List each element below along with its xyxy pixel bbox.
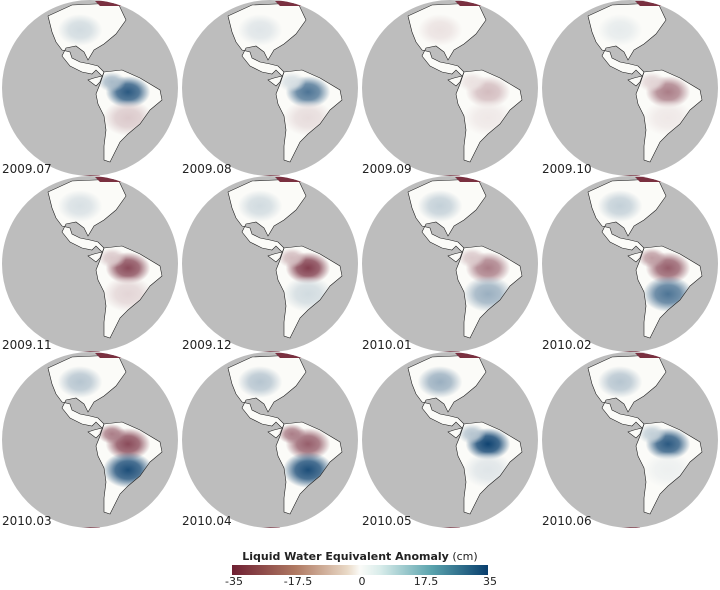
- anomaly-na_central: [57, 366, 103, 398]
- globe-ocean: [542, 352, 718, 528]
- legend-unit: (cm): [452, 550, 478, 563]
- anomaly-nw_sa: [458, 72, 486, 92]
- north-america-coastline: [47, 2, 127, 87]
- south-america-coastline: [95, 69, 163, 163]
- anomaly-nw_sa: [278, 424, 306, 444]
- map-panel: 2009.07: [0, 0, 180, 178]
- anomaly-nw_sa: [278, 248, 306, 268]
- anomaly-na_central: [57, 14, 103, 46]
- panel-date-label: 2010.06: [542, 514, 592, 528]
- south-america-coastline: [275, 421, 343, 515]
- anomaly-nw_sa: [98, 248, 126, 268]
- map-panel: 2010.02: [540, 176, 720, 354]
- map-panel: 2009.08: [180, 0, 360, 178]
- anomaly-nw_sa: [98, 424, 126, 444]
- anomaly-nw_sa: [638, 248, 666, 268]
- globe-ocean: [2, 352, 178, 528]
- anomaly-na_central: [237, 190, 283, 222]
- globe-ocean: [542, 0, 718, 176]
- south-america-coastline: [455, 245, 523, 339]
- panel-date-label: 2009.12: [182, 338, 232, 352]
- legend-title-text: Liquid Water Equivalent Anomaly: [242, 550, 449, 563]
- anomaly-na_central: [417, 14, 463, 46]
- anomaly-na_central: [237, 366, 283, 398]
- anomaly-na_central: [597, 366, 643, 398]
- map-panel: 2010.01: [360, 176, 540, 354]
- north-america-coastline: [227, 178, 307, 263]
- south-america-coastline: [635, 421, 703, 515]
- map-panel: 2010.05: [360, 352, 540, 530]
- north-america-coastline: [47, 354, 127, 439]
- panel-date-label: 2010.05: [362, 514, 412, 528]
- south-america-coastline: [635, 69, 703, 163]
- map-panel: 2009.12: [180, 176, 360, 354]
- panel-date-label: 2009.08: [182, 162, 232, 176]
- anomaly-na_central: [597, 14, 643, 46]
- panel-date-label: 2009.11: [2, 338, 52, 352]
- anomaly-nw_sa: [98, 72, 126, 92]
- north-america-coastline: [587, 354, 667, 439]
- map-panel: 2009.11: [0, 176, 180, 354]
- north-america-coastline: [587, 178, 667, 263]
- north-america-coastline: [407, 2, 487, 87]
- legend-tick: 17.5: [413, 575, 439, 588]
- panel-date-label: 2010.02: [542, 338, 592, 352]
- north-america-coastline: [587, 2, 667, 87]
- anomaly-na_central: [237, 14, 283, 46]
- north-america-coastline: [227, 2, 307, 87]
- anomaly-nw_sa: [638, 424, 666, 444]
- anomaly-na_central: [417, 190, 463, 222]
- legend-tick: -17.5: [283, 575, 313, 588]
- panel-date-label: 2009.10: [542, 162, 592, 176]
- panel-date-label: 2009.09: [362, 162, 412, 176]
- legend-tick: 0: [358, 575, 366, 588]
- north-america-coastline: [407, 178, 487, 263]
- globe-ocean: [542, 176, 718, 352]
- north-america-coastline: [407, 354, 487, 439]
- globe-ocean: [182, 0, 358, 176]
- map-panel: 2009.10: [540, 0, 720, 178]
- panel-date-label: 2009.07: [2, 162, 52, 176]
- south-america-coastline: [95, 421, 163, 515]
- anomaly-nw_sa: [458, 248, 486, 268]
- south-america-coastline: [95, 245, 163, 339]
- anomaly-nw_sa: [638, 72, 666, 92]
- globe-ocean: [182, 176, 358, 352]
- anomaly-nw_sa: [458, 424, 486, 444]
- globe-ocean: [2, 176, 178, 352]
- panel-date-label: 2010.04: [182, 514, 232, 528]
- anomaly-na_central: [57, 190, 103, 222]
- map-panel: 2010.04: [180, 352, 360, 530]
- globe-ocean: [362, 176, 538, 352]
- map-panel: 2010.06: [540, 352, 720, 530]
- south-america-coastline: [455, 421, 523, 515]
- south-america-coastline: [455, 69, 523, 163]
- legend-tick: -35: [225, 575, 243, 588]
- colorbar: [232, 565, 488, 575]
- map-panel: 2009.09: [360, 0, 540, 178]
- south-america-coastline: [275, 245, 343, 339]
- panel-date-label: 2010.01: [362, 338, 412, 352]
- color-legend: Liquid Water Equivalent Anomaly (cm) -35…: [215, 550, 505, 589]
- legend-title: Liquid Water Equivalent Anomaly (cm): [215, 550, 505, 563]
- south-america-coastline: [635, 245, 703, 339]
- north-america-coastline: [227, 354, 307, 439]
- globe-ocean: [182, 352, 358, 528]
- globe-ocean: [362, 0, 538, 176]
- globe-ocean: [2, 0, 178, 176]
- north-america-coastline: [47, 178, 127, 263]
- anomaly-na_central: [597, 190, 643, 222]
- legend-tick: 35: [483, 575, 497, 588]
- anomaly-nw_sa: [278, 72, 306, 92]
- map-panel: 2010.03: [0, 352, 180, 530]
- panel-date-label: 2010.03: [2, 514, 52, 528]
- anomaly-na_central: [417, 366, 463, 398]
- south-america-coastline: [275, 69, 343, 163]
- globe-ocean: [362, 352, 538, 528]
